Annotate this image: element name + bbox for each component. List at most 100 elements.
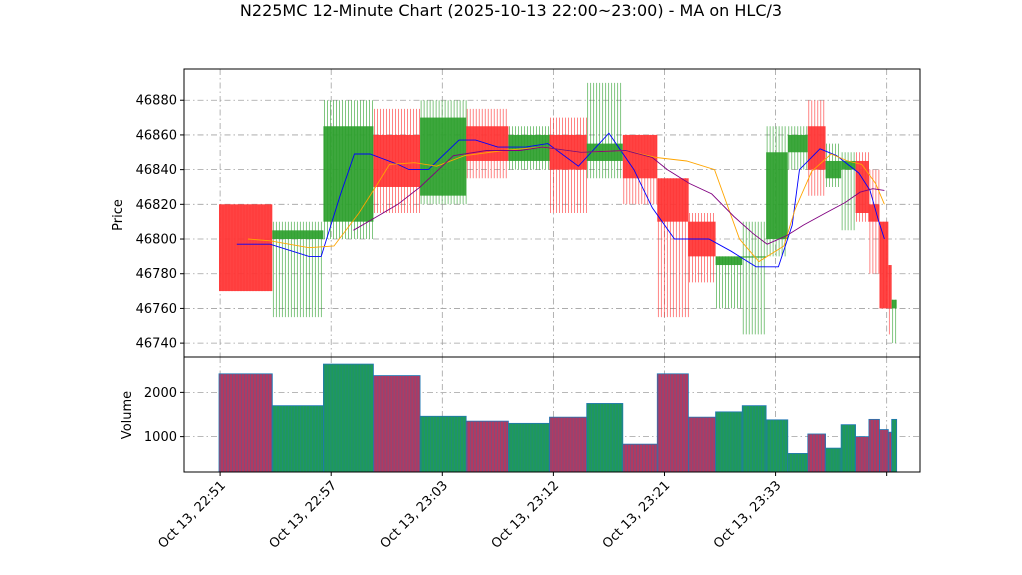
volume-bar-rect: [622, 443, 658, 473]
candle-body: [272, 230, 324, 240]
candle-wick: [841, 152, 855, 231]
candle-wick: [272, 221, 322, 318]
volume-bar-stripes: [880, 429, 888, 472]
volume-bar-stripes: [767, 419, 786, 472]
volume-bar-rect: [765, 419, 789, 473]
volume-bar: [887, 431, 893, 473]
volume-bar-stripes: [374, 375, 418, 472]
candle: [868, 169, 880, 274]
volume-bar-rect: [855, 436, 870, 473]
candle-body: [891, 299, 897, 309]
volume-bar-stripes: [842, 424, 855, 472]
volume-bar-rect: [787, 453, 809, 473]
volume-y-tick-label: 2000: [144, 386, 177, 401]
candle: [787, 126, 808, 170]
volume-bar-rect: [807, 433, 826, 473]
volume-bar-stripes: [220, 373, 272, 472]
volume-bar: [218, 373, 273, 473]
volume-bar: [741, 405, 767, 473]
price-y-tick-label: 46820: [136, 198, 177, 213]
candle: [766, 126, 788, 257]
candle: [657, 178, 689, 318]
volume-bar: [323, 363, 374, 473]
volume-bar-stripes: [509, 423, 550, 472]
price-y-ticks: 46740 46760 46780 46800 46820 46840 46860 46880: [136, 94, 184, 352]
candle: [879, 221, 889, 309]
volume-y-ticks: 1000 2000: [144, 386, 184, 445]
volume-bar-stripes: [467, 421, 507, 472]
candle: [323, 100, 374, 239]
candle-body: [825, 160, 842, 179]
volume-bar-stripes: [324, 364, 371, 472]
price-panel-background: [184, 69, 920, 357]
price-y-tick-label: 46800: [136, 233, 177, 248]
candle: [218, 204, 273, 292]
price-y-tick-label: 46860: [136, 128, 177, 143]
volume-bar: [868, 418, 880, 473]
volume-bar: [879, 429, 889, 473]
price-y-tick-label: 46760: [136, 302, 177, 317]
x-tick-label: Oct 13, 23:21: [600, 478, 673, 551]
volume-bar: [622, 443, 658, 473]
volume-bar-rect: [218, 373, 273, 473]
x-tick-label: Oct 13, 22:57: [267, 478, 340, 551]
volume-bar-rect: [507, 422, 550, 473]
moving-average-line: [236, 132, 885, 268]
candle-body: [742, 256, 767, 258]
x-tick-label: Oct 13, 22:51: [155, 478, 228, 551]
candle-body: [323, 126, 374, 222]
volume-bar-stripes: [789, 453, 805, 472]
volume-bar: [855, 436, 870, 473]
candle: [825, 143, 842, 187]
price-axis-label: Price: [111, 199, 126, 231]
price-y-tick-label: 46840: [136, 163, 177, 178]
volume-bar: [787, 453, 809, 473]
volume-bar-stripes: [689, 417, 715, 472]
candle: [891, 299, 897, 344]
candle-wick: [657, 178, 689, 318]
candle-wick: [587, 82, 622, 179]
volume-bar: [807, 433, 826, 473]
volume-bar-rect: [465, 420, 509, 473]
candle-wick: [716, 256, 741, 309]
price-y-tick-label: 46780: [136, 267, 177, 282]
candle: [420, 100, 467, 205]
volume-bar: [419, 415, 467, 473]
x-tick-label: Oct 13, 23:03: [378, 478, 451, 551]
candle-body: [868, 204, 880, 222]
volume-bar: [825, 447, 842, 473]
volume-bar-stripes: [421, 416, 464, 472]
candle-body: [218, 204, 273, 292]
candle-body: [879, 221, 889, 309]
volume-bar: [715, 411, 743, 473]
candle-wick: [742, 221, 765, 335]
volume-bar-stripes: [587, 403, 622, 472]
candle-body: [787, 134, 808, 153]
x-axis-ticks: Oct 13, 22:51 Oct 13, 22:57 Oct 13, 23:03 O…: [155, 472, 888, 552]
volume-bar: [271, 405, 324, 473]
volume-panel: 1000 2000 Volume: [120, 356, 921, 473]
candle-body: [766, 152, 788, 240]
volume-bar-stripes: [550, 417, 585, 472]
volume-bar: [840, 424, 856, 473]
volume-bar-rect: [586, 403, 624, 473]
price-panel: 46740 46760 46780 46800 46820 46840 46860 46880…: [111, 68, 921, 358]
volume-bar-rect: [840, 424, 856, 473]
price-moving-averages: [236, 132, 885, 268]
volume-bar: [507, 422, 550, 473]
candle-body: [715, 256, 743, 266]
moving-average-line: [353, 146, 885, 245]
x-tick-label: Oct 13, 23:12: [489, 478, 562, 551]
volume-bar-stripes: [826, 448, 840, 472]
chart-title: N225MC 12-Minute Chart (2025-10-13 22:00…: [240, 1, 782, 20]
volume-bar: [765, 419, 789, 473]
volume-bar-stripes: [856, 436, 867, 472]
volume-bar-stripes: [273, 405, 323, 472]
candle-body: [420, 117, 467, 196]
candle-body: [807, 126, 826, 170]
price-candles: [218, 82, 897, 344]
price-y-tick-label: 46740: [136, 337, 177, 352]
volume-bar-rect: [741, 405, 767, 473]
volume-bar-rect: [373, 375, 421, 473]
volume-bar: [549, 416, 588, 473]
